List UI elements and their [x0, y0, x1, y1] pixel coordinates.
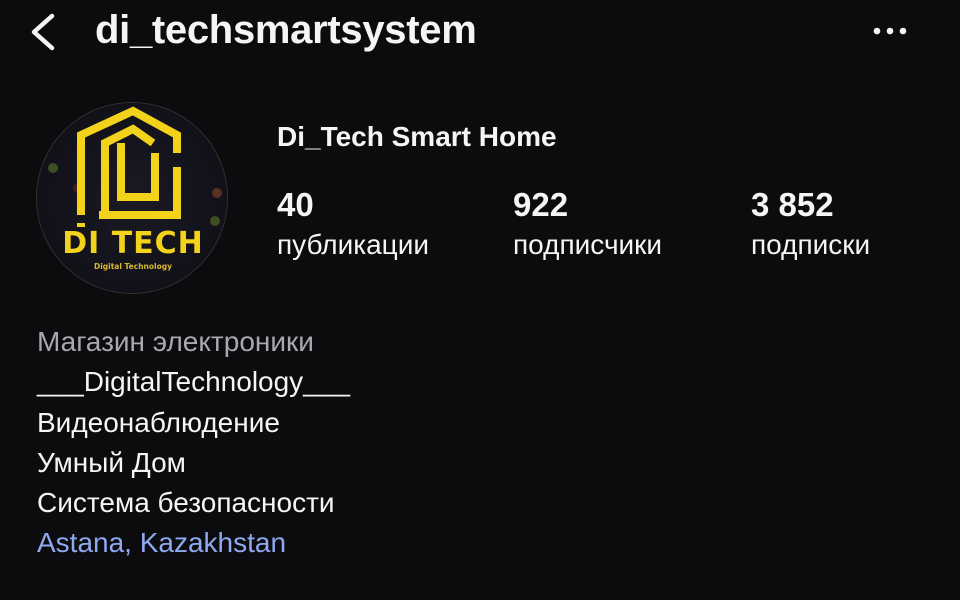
- bio-line: Умный Дом: [37, 446, 186, 478]
- profile-bio: Магазин электроники ___DigitalTechnology…: [37, 322, 350, 564]
- profile-name: Di_Tech Smart Home: [277, 121, 557, 152]
- stat-following[interactable]: 3 852 подписки: [751, 185, 870, 265]
- back-button[interactable]: [26, 12, 62, 52]
- avatar[interactable]: DI TECH Digital Technology: [36, 102, 228, 294]
- bio-category: Магазин электроники: [37, 326, 314, 357]
- logo-text: DI TECH: [62, 226, 204, 261]
- stat-value: 922: [513, 186, 569, 223]
- more-horizontal-icon: [873, 27, 907, 35]
- bio-location-link[interactable]: Astana, Kazakhstan: [37, 527, 287, 559]
- logo-subtext: Digital Technology: [94, 262, 172, 271]
- bio-line: Система безопасности: [37, 487, 335, 519]
- profile-username: di_techsmartsystem: [95, 8, 477, 52]
- stat-value: 3 852: [751, 186, 834, 223]
- stat-posts[interactable]: 40 публикации: [277, 185, 429, 265]
- chevron-left-icon: [31, 13, 55, 51]
- stat-label: публикации: [277, 229, 429, 260]
- stat-label: подписчики: [513, 229, 663, 260]
- more-options-button[interactable]: [868, 18, 912, 44]
- bio-line: ___DigitalTechnology___: [37, 366, 350, 398]
- ditech-logo: DI TECH Digital Technology: [37, 103, 227, 293]
- stat-value: 40: [277, 186, 314, 223]
- stat-followers[interactable]: 922 подписчики: [513, 185, 662, 265]
- bio-line: Видеонаблюдение: [37, 406, 280, 438]
- stat-label: подписки: [751, 229, 871, 260]
